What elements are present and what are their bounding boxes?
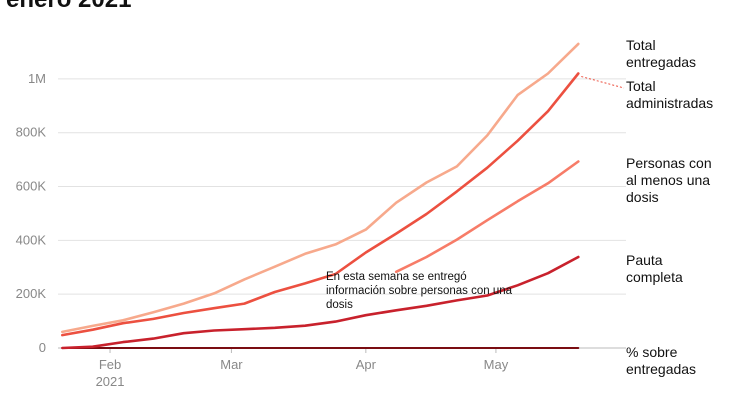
series-label: % sobre entregadas (626, 344, 697, 377)
y-axis: 0 200K 400K 600K 800K 1M (16, 71, 47, 355)
x-tick-label: May (484, 357, 509, 372)
chart-annotation: En esta semana se entregó información so… (326, 271, 513, 311)
x-tick-label: Apr (356, 357, 377, 372)
chart-title: enero 2021 (6, 0, 131, 14)
y-tick-label: 0 (39, 340, 46, 355)
series-line (61, 72, 580, 337)
series-label: Pauta completa (626, 252, 683, 285)
y-tick-label: 400K (16, 232, 47, 247)
x-tick-label: Mar (220, 357, 243, 372)
series-label: Total entregadas (626, 37, 697, 70)
y-tick-label: 200K (16, 286, 47, 301)
y-tick-label: 800K (16, 125, 47, 140)
series-label: Personas con al menos una dosis (626, 155, 712, 205)
series-line (61, 42, 580, 334)
series-line (394, 160, 580, 274)
y-tick-label: 600K (16, 179, 47, 194)
x-tick-sublabel: 2021 (96, 374, 125, 389)
y-tick-label: 1M (28, 71, 46, 86)
x-tick-label: Feb (99, 357, 121, 372)
series-label: Total administradas (626, 78, 714, 111)
label-leader-line (581, 76, 625, 89)
x-axis: Feb 2021 Mar Apr May (96, 348, 509, 389)
series-line (61, 255, 580, 350)
series-layer (61, 42, 580, 350)
